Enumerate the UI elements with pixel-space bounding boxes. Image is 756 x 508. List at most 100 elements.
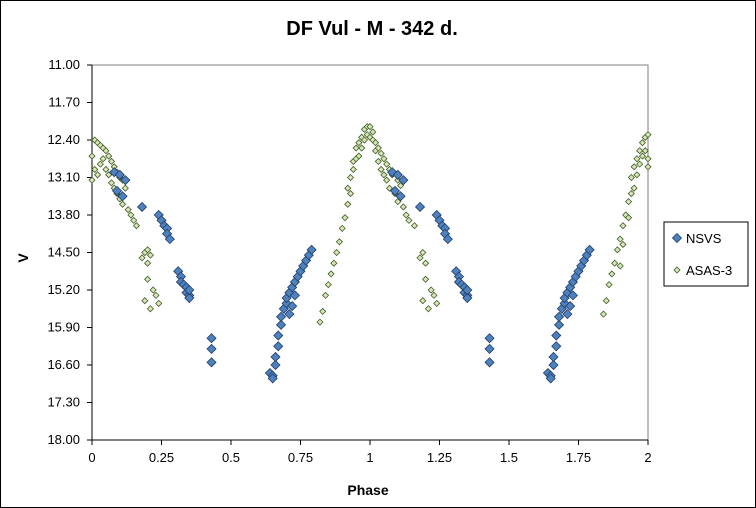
asas-3-point [324, 281, 332, 289]
asas-3-point [146, 251, 154, 259]
nsvs-point [164, 234, 175, 245]
asas-3-point [144, 246, 152, 254]
nsvs-point [206, 343, 217, 354]
asas-3-point [330, 259, 338, 267]
asas-3-point [344, 184, 352, 192]
nsvs-point [545, 373, 556, 384]
asas-3-point [380, 171, 388, 179]
asas-3-point [155, 299, 163, 307]
asas-3-point [371, 139, 380, 147]
y-tick-label: 15.20 [47, 282, 80, 297]
x-tick-label: 1 [366, 450, 373, 465]
asas-3-point [99, 155, 107, 163]
asas-3-point [383, 160, 391, 168]
y-axis: 11.00 11.70 12.40 13.10 13.80 14.50 15.20 15.90… [47, 57, 93, 447]
nsvs-point [306, 244, 317, 255]
asas-3-point [627, 173, 635, 182]
asas-3-point [427, 286, 435, 294]
asas-3-point [380, 155, 388, 163]
asas-3-point [358, 144, 366, 152]
nsvs-point [136, 201, 148, 213]
x-tick-label: 1.5 [500, 450, 518, 465]
y-tick-label: 14.50 [47, 245, 80, 260]
asas-3-point [144, 275, 152, 283]
nsvs-point [562, 309, 573, 320]
asas-3-point [124, 206, 132, 214]
asas-3-point [130, 216, 138, 224]
nsvs-point [206, 333, 217, 344]
asas-3-point [369, 128, 377, 136]
asas-3-point [422, 275, 430, 283]
asas-3-point [149, 286, 157, 294]
nsvs-point [389, 185, 401, 196]
y-tick-label: 13.10 [47, 170, 80, 185]
nsvs-point [551, 330, 562, 341]
asas-3-point [377, 149, 385, 157]
nsvs-point [414, 201, 426, 213]
asas-3-point [352, 144, 360, 152]
x-tick-label: 0.25 [149, 450, 174, 465]
nsvs-point [284, 309, 295, 320]
asas-3-point [344, 200, 352, 208]
x-tick-label: 0 [88, 450, 95, 465]
asas-3-point [346, 173, 355, 182]
asas-3-point [338, 224, 346, 232]
nsvs-point [548, 359, 559, 371]
nsvs-point [120, 175, 131, 186]
nsvs-point [551, 341, 562, 352]
asas-3-point [319, 307, 327, 315]
y-tick-label: 13.80 [47, 207, 80, 222]
asas-3-point [316, 318, 324, 326]
asas-3-point [624, 198, 633, 206]
asas-3-point [424, 305, 432, 313]
asas-3-point [105, 152, 113, 160]
nsvs-point [287, 301, 298, 312]
asas-3-point [630, 184, 638, 192]
asas-3-point [355, 152, 363, 160]
nsvs-point [275, 319, 287, 330]
asas-3-point [636, 147, 644, 155]
asas-3-point [416, 254, 424, 262]
nsvs-point [111, 185, 123, 196]
asas-3-point [611, 259, 619, 267]
asas-3-point [335, 238, 343, 246]
asas-3-point [144, 259, 152, 267]
asas-3-point [627, 190, 635, 198]
x-axis: 0 0.25 0.5 0.75 1 1.25 1.5 1.75 2 [88, 439, 652, 465]
y-tick-label: 15.90 [47, 320, 80, 335]
asas-3-point [141, 297, 149, 305]
x-tick-label: 0.75 [288, 450, 313, 465]
y-tick-label: 16.60 [47, 357, 80, 372]
asas-3-point [127, 211, 135, 219]
plot-area [91, 64, 649, 441]
nsvs-point [462, 284, 473, 296]
nsvs-point [565, 301, 576, 312]
asas-3-point [633, 155, 641, 163]
nsvs-point [270, 351, 281, 363]
nsvs-point [442, 234, 453, 245]
asas-3-point [132, 222, 141, 230]
asas-3-point [88, 152, 96, 160]
nsvs-point [270, 359, 281, 371]
series-nsvs [109, 167, 595, 384]
nsvs-point [273, 330, 284, 341]
asas-3-point [152, 291, 160, 299]
asas-3-point [107, 157, 116, 165]
asas-3-point [346, 190, 355, 198]
asas-3-point [419, 248, 427, 257]
asas-3-point [630, 163, 638, 171]
asas-3-point [616, 262, 624, 270]
y-tick-label: 12.40 [47, 132, 80, 147]
x-tick-label: 1.75 [566, 450, 591, 465]
x-tick-label: 0.5 [222, 450, 240, 465]
asas-3-point [102, 165, 110, 174]
asas-3-point [644, 131, 652, 139]
asas-3-point [321, 291, 330, 299]
y-axis-title: V [15, 253, 31, 263]
asas-3-point [107, 179, 116, 187]
asas-3-point [121, 184, 129, 192]
asas-3-point [419, 297, 427, 305]
legend-asas-3-label: ASAS-3 [686, 263, 732, 278]
nsvs-point [484, 357, 495, 368]
asas-3-point [327, 270, 335, 278]
